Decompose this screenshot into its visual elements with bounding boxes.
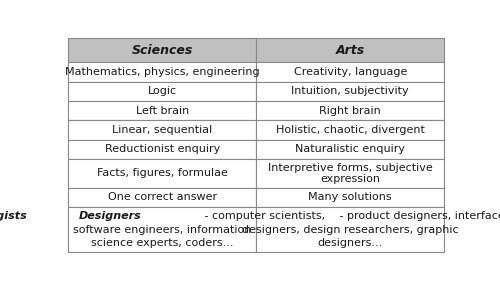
- Text: Linear, sequential: Linear, sequential: [112, 125, 212, 135]
- Text: designers...: designers...: [318, 238, 383, 248]
- Bar: [68, 159, 256, 188]
- Bar: [256, 62, 444, 82]
- Text: - computer scientists,: - computer scientists,: [201, 211, 325, 221]
- Text: - product designers, interface: - product designers, interface: [336, 211, 500, 221]
- Text: Creativity, language: Creativity, language: [294, 67, 407, 77]
- Bar: [68, 38, 256, 62]
- Text: designers, design researchers, graphic: designers, design researchers, graphic: [242, 225, 458, 234]
- Text: One correct answer: One correct answer: [108, 193, 217, 202]
- Bar: [256, 101, 444, 120]
- Text: software engineers, information: software engineers, information: [73, 225, 252, 234]
- Bar: [256, 188, 444, 207]
- Text: Mathematics, physics, engineering: Mathematics, physics, engineering: [65, 67, 260, 77]
- Text: Reductionist enquiry: Reductionist enquiry: [104, 144, 220, 154]
- Text: Arts: Arts: [336, 44, 365, 57]
- Text: Left brain: Left brain: [136, 106, 189, 116]
- Text: Sciences: Sciences: [132, 44, 193, 57]
- Bar: [256, 159, 444, 188]
- Bar: [256, 207, 444, 252]
- Text: Technologists: Technologists: [0, 211, 27, 221]
- Text: Right brain: Right brain: [320, 106, 381, 116]
- Text: Interpretive forms, subjective
expression: Interpretive forms, subjective expressio…: [268, 162, 432, 184]
- Text: Many solutions: Many solutions: [308, 193, 392, 202]
- Bar: [68, 82, 256, 101]
- Text: Intuition, subjectivity: Intuition, subjectivity: [292, 86, 409, 96]
- Bar: [256, 38, 444, 62]
- Bar: [68, 139, 256, 159]
- Bar: [256, 139, 444, 159]
- Text: Designers: Designers: [78, 211, 142, 221]
- Text: Facts, figures, formulae: Facts, figures, formulae: [97, 168, 228, 178]
- Bar: [68, 207, 256, 252]
- Text: Holistic, chaotic, divergent: Holistic, chaotic, divergent: [276, 125, 424, 135]
- Bar: [256, 120, 444, 139]
- Text: science experts, coders...: science experts, coders...: [91, 238, 234, 248]
- Bar: [256, 82, 444, 101]
- Bar: [68, 188, 256, 207]
- Bar: [68, 62, 256, 82]
- Bar: [68, 101, 256, 120]
- Text: Logic: Logic: [148, 86, 177, 96]
- Bar: [68, 120, 256, 139]
- Text: Naturalistic enquiry: Naturalistic enquiry: [295, 144, 405, 154]
